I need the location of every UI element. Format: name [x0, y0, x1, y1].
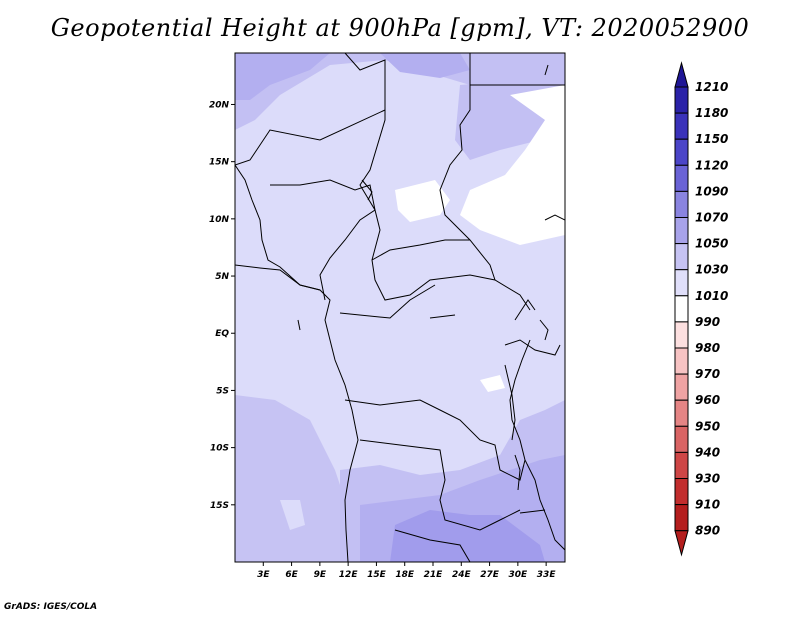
coastlines-borders: [235, 53, 565, 562]
colorbar-label-910: 910: [695, 498, 720, 512]
lon-label-33E: 33E: [537, 570, 557, 580]
colorbar-swatch-1010-990: [674, 295, 689, 323]
colorbar-label-1090: 1090: [695, 184, 728, 198]
nile-delta: [544, 64, 549, 76]
lon-label-24E: 24E: [452, 570, 472, 580]
lon-label-9E: 9E: [314, 570, 327, 580]
lon-label-18E: 18E: [395, 570, 415, 580]
colorbar-swatch-980-970: [674, 347, 689, 375]
colorbar-swatch-950-940: [674, 425, 689, 453]
east-coastline: [509, 339, 565, 551]
colorbar-label-990: 990: [695, 315, 720, 329]
colorbar-label-950: 950: [695, 419, 720, 433]
colorbar-swatch-910-890: [674, 504, 689, 532]
map-frame: [234, 52, 566, 563]
grads-credit: GrADS: IGES/COLA: [4, 602, 98, 612]
ethiopia-border: [544, 214, 565, 221]
colorbar-swatch-990-980: [674, 321, 689, 349]
longitude-axis: 3E 6E 9E 12E 15E 18E 21E 24E 27E 30E 33E: [257, 562, 556, 580]
lon-label-15E: 15E: [367, 570, 387, 580]
field-north-1050: [235, 53, 565, 130]
lake-chad: [361, 179, 373, 201]
field-north-high-1070: [380, 53, 470, 78]
field-lake-low-1010: [480, 375, 505, 392]
colorbar-swatch-1150-1120: [674, 138, 689, 166]
colorbar-swatch-1210-1180: [674, 86, 689, 114]
lon-label-12E: 12E: [339, 570, 359, 580]
lake-albert: [514, 299, 536, 321]
height-field: [235, 53, 565, 562]
lake-tanganyika: [504, 364, 516, 441]
field-northeast-low-1010: [460, 85, 565, 245]
colorbar-swatch-930-910: [674, 478, 689, 506]
colorbar-top-arrow: [674, 61, 689, 88]
colorbar-swatch-1120-1090: [674, 164, 689, 192]
latitude-axis: 20N 15N 10N 5N EQ 5S 10S 15S: [209, 100, 235, 511]
colorbar: 1210 1180 1150 1120 1090 1070 1050 1030 1010 990 9…: [674, 61, 728, 557]
lake-victoria: [539, 319, 549, 341]
colorbar-swatch-1030-1010: [674, 269, 689, 297]
lake-malawi: [514, 454, 521, 491]
colorbar-label-890: 890: [695, 524, 720, 538]
colorbar-swatch-1070-1050: [674, 217, 689, 245]
colorbar-label-960: 960: [695, 393, 720, 407]
lake-kariba: [519, 509, 546, 514]
colorbar-label-1050: 1050: [695, 237, 728, 251]
lat-label-15S: 15S: [210, 501, 229, 511]
lat-label-5N: 5N: [215, 272, 229, 282]
colorbar-label-970: 970: [695, 367, 720, 381]
colorbar-label-1070: 1070: [695, 211, 728, 225]
lat-label-20N: 20N: [209, 100, 230, 110]
colorbar-label-1150: 1150: [695, 132, 728, 146]
lat-label-5S: 5S: [216, 386, 229, 396]
field-chad-low-1010: [395, 180, 450, 222]
colorbar-swatch-1090-1070: [674, 190, 689, 218]
lon-label-27E: 27E: [480, 570, 500, 580]
field-southwest-pocket-1030: [280, 500, 305, 530]
colorbar-bottom-arrow: [674, 530, 689, 557]
lat-label-EQ: EQ: [215, 329, 229, 339]
kenya-border: [504, 339, 561, 356]
lon-label-30E: 30E: [509, 570, 529, 580]
colorbar-swatch-940-930: [674, 451, 689, 479]
lon-label-6E: 6E: [285, 570, 298, 580]
lon-label-3E: 3E: [257, 570, 270, 580]
west-coastline: [235, 164, 359, 562]
colorbar-swatch-970-960: [674, 373, 689, 401]
angola-border: [344, 399, 526, 481]
colorbar-label-1210: 1210: [695, 80, 728, 94]
congo-border: [339, 284, 436, 319]
colorbar-label-1030: 1030: [695, 263, 728, 277]
zambia-border: [359, 439, 521, 531]
colorbar-label-1120: 1120: [695, 158, 728, 172]
field-southwest-1050: [235, 395, 348, 562]
bioko-island: [297, 319, 301, 331]
colorbar-swatch-1050-1030: [674, 243, 689, 271]
colorbar-swatch-960-950: [674, 399, 689, 427]
gulf-guinea-coast: [235, 264, 321, 291]
lat-label-15N: 15N: [209, 158, 230, 168]
colorbar-label-940: 940: [695, 445, 720, 459]
lat-label-10N: 10N: [209, 215, 230, 225]
colorbar-label-1010: 1010: [695, 289, 728, 303]
colorbar-label-930: 930: [695, 472, 720, 486]
nigeria-border: [270, 179, 376, 301]
car-north-border: [371, 239, 470, 261]
colorbar-label-1180: 1180: [695, 106, 728, 120]
lon-label-21E: 21E: [424, 570, 444, 580]
field-south-1090: [390, 510, 545, 562]
field-northwest-1070: [235, 53, 330, 100]
chad-sudan-border: [439, 53, 496, 281]
colorbar-label-980: 980: [695, 341, 720, 355]
chart-title: Geopotential Height at 900hPa [gpm], VT:…: [50, 14, 750, 42]
sahel-border: [235, 109, 386, 166]
congo-river-segment: [429, 314, 456, 319]
lat-label-10S: 10S: [210, 444, 229, 454]
botswana-border: [394, 529, 471, 562]
colorbar-swatch-1180-1150: [674, 112, 689, 140]
